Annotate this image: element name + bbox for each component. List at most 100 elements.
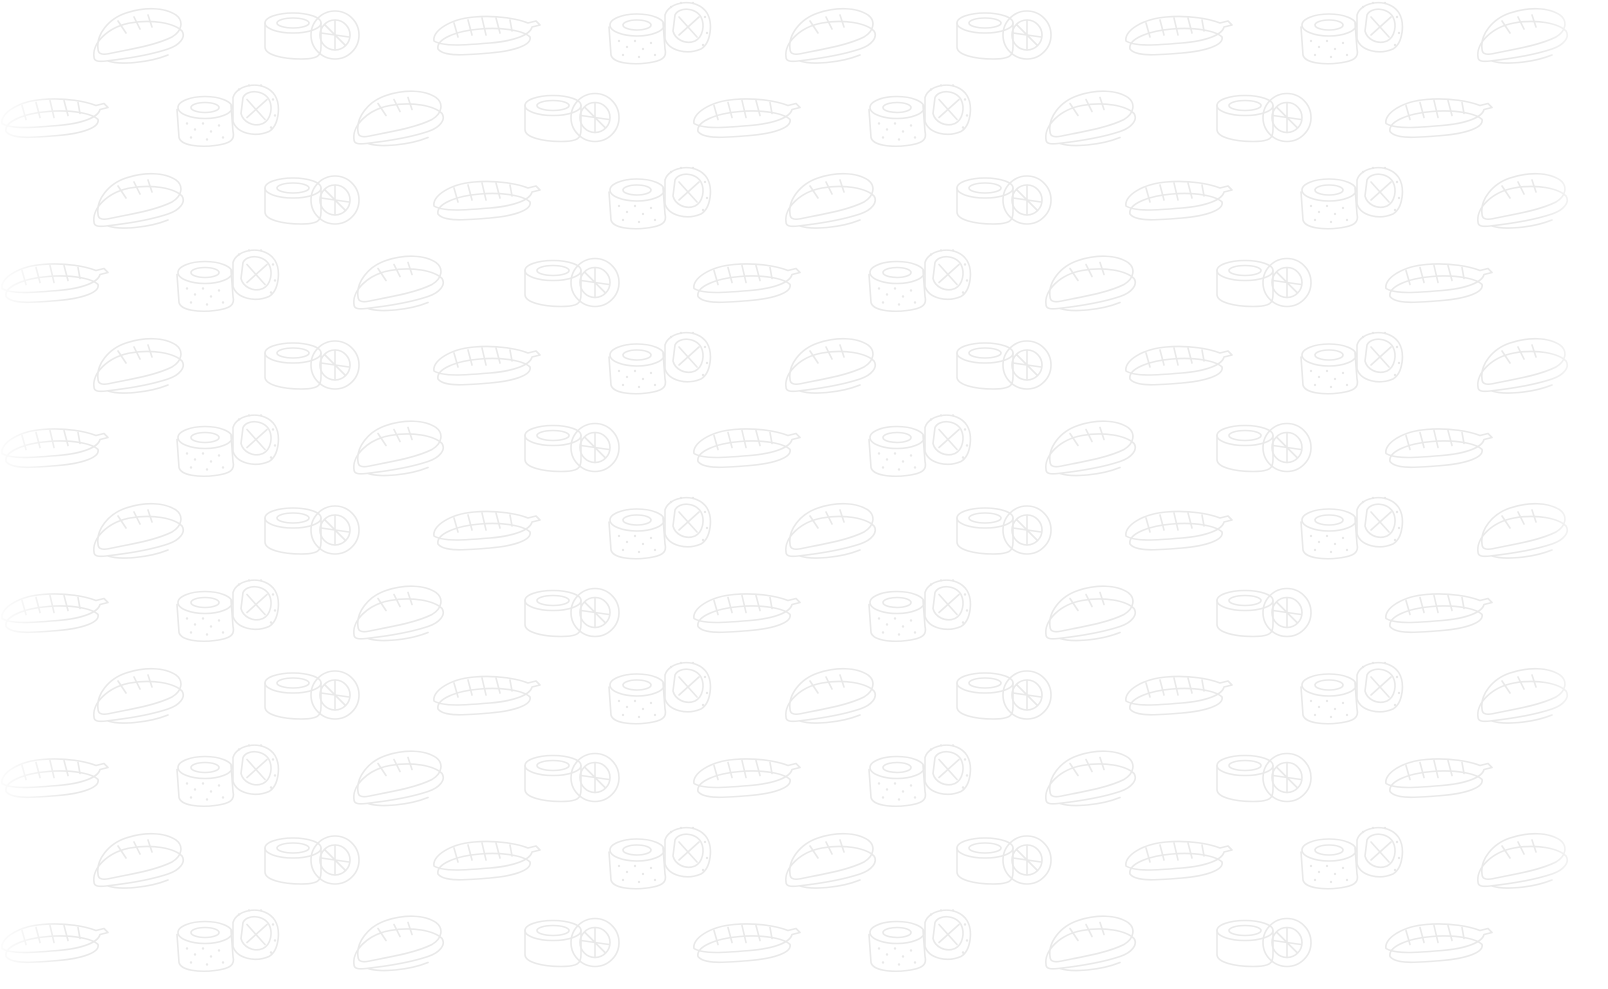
sesame-roll-icon [868,248,972,313]
nigiri-salmon-icon [353,420,445,477]
nigiri-shrimp-icon [1385,758,1493,799]
sesame-roll-icon [868,578,972,643]
nigiri-shrimp-icon [693,263,801,304]
sesame-roll-icon [1300,660,1404,725]
nigiri-shrimp-icon [433,15,541,56]
nigiri-salmon-icon [1045,750,1137,807]
nigiri-shrimp-icon [693,758,801,799]
maki-roll-icon [956,340,1052,390]
maki-roll-icon [524,92,620,143]
nigiri-salmon-icon [1045,915,1137,972]
nigiri-salmon-icon [353,585,445,642]
sesame-roll-icon [608,495,712,560]
nigiri-salmon-icon [1045,585,1137,642]
nigiri-salmon-icon [93,832,185,889]
nigiri-salmon-icon [1477,7,1569,64]
nigiri-shrimp-icon [1,758,109,799]
maki-roll-icon [524,422,620,473]
sesame-roll-icon [868,83,972,148]
maki-roll-icon [956,670,1052,720]
sesame-roll-icon [608,660,712,725]
nigiri-shrimp-icon [1385,923,1493,964]
nigiri-shrimp-icon [1125,180,1233,221]
sesame-roll-icon [868,743,972,808]
nigiri-shrimp-icon [433,180,541,221]
nigiri-salmon-icon [93,667,185,724]
maki-roll-icon [524,917,620,968]
nigiri-shrimp-icon [433,675,541,716]
sesame-roll-icon [1300,825,1404,890]
maki-roll-icon [264,175,360,225]
sesame-roll-icon [176,413,280,478]
sesame-roll-icon [608,166,712,230]
nigiri-shrimp-icon [433,510,541,551]
nigiri-salmon-icon [353,750,445,807]
nigiri-salmon-icon [1477,502,1569,559]
maki-roll-icon [524,587,620,638]
nigiri-salmon-icon [785,337,877,394]
maki-roll-icon [1216,917,1312,968]
maki-roll-icon [1216,92,1312,143]
maki-roll-icon [956,835,1052,885]
nigiri-salmon-icon [785,502,877,559]
nigiri-shrimp-icon [433,840,541,881]
maki-roll-icon [264,835,360,885]
sesame-roll-icon [1300,166,1404,230]
nigiri-shrimp-icon [693,428,801,469]
nigiri-shrimp-icon [1385,263,1493,304]
nigiri-shrimp-icon [693,923,801,964]
nigiri-salmon-icon [1045,255,1137,312]
maki-roll-icon [264,10,360,60]
maki-roll-icon [264,670,360,720]
nigiri-salmon-icon [1477,667,1569,724]
nigiri-shrimp-icon [1385,98,1493,139]
maki-roll-icon [1216,422,1312,473]
sesame-roll-icon [608,330,712,395]
nigiri-shrimp-icon [693,98,801,139]
nigiri-salmon-icon [1045,90,1137,147]
sesame-roll-icon [176,908,280,973]
sesame-roll-icon [176,578,280,643]
maki-roll-icon [1216,752,1312,803]
nigiri-salmon-icon [785,667,877,724]
nigiri-salmon-icon [1477,337,1569,394]
nigiri-shrimp-icon [1125,675,1233,716]
maki-roll-icon [264,505,360,555]
nigiri-shrimp-icon [1,428,109,469]
sesame-roll-icon [608,825,712,890]
nigiri-salmon-icon [353,90,445,147]
nigiri-salmon-icon [93,172,185,229]
nigiri-shrimp-icon [433,345,541,386]
sesame-roll-icon [176,248,280,313]
nigiri-salmon-icon [785,7,877,64]
maki-roll-icon [956,505,1052,555]
maki-roll-icon [264,340,360,390]
nigiri-salmon-icon [93,337,185,394]
maki-roll-icon [1216,587,1312,638]
nigiri-salmon-icon [1477,172,1569,229]
sesame-roll-icon [868,413,972,478]
sesame-roll-icon [608,0,712,65]
nigiri-shrimp-icon [1,923,109,964]
sesame-roll-icon [868,908,972,973]
nigiri-salmon-icon [1045,420,1137,477]
maki-roll-icon [524,257,620,308]
sesame-roll-icon [176,743,280,808]
nigiri-shrimp-icon [1385,593,1493,634]
maki-roll-icon [524,752,620,803]
nigiri-shrimp-icon [1125,840,1233,881]
nigiri-shrimp-icon [1125,15,1233,56]
nigiri-shrimp-icon [1125,510,1233,551]
nigiri-salmon-icon [93,502,185,559]
nigiri-salmon-icon [785,172,877,229]
sesame-roll-icon [1300,0,1404,65]
maki-roll-icon [1216,257,1312,308]
maki-roll-icon [956,10,1052,60]
nigiri-shrimp-icon [1,593,109,634]
sesame-roll-icon [1300,330,1404,395]
nigiri-shrimp-icon [1125,345,1233,386]
sesame-roll-icon [1300,495,1404,560]
nigiri-salmon-icon [353,915,445,972]
